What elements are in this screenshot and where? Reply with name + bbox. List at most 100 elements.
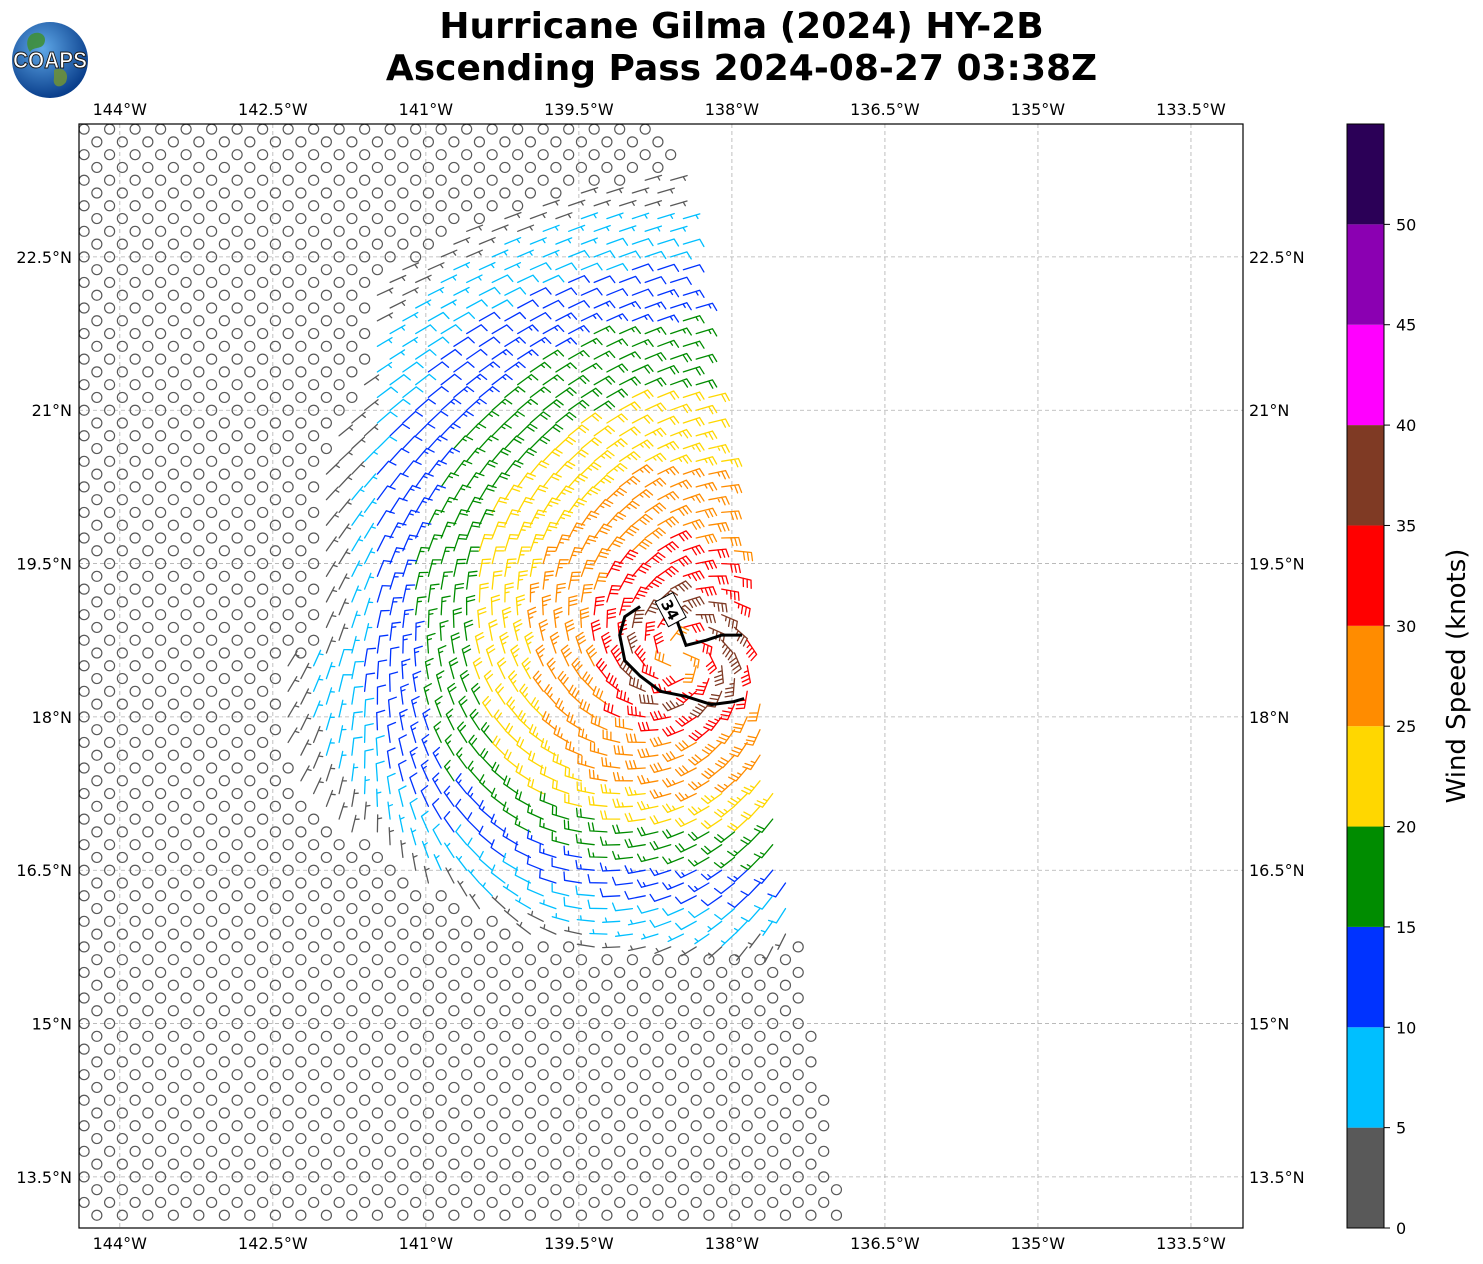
- calm-marker: [193, 519, 205, 531]
- calm-marker: [218, 672, 230, 685]
- calm-marker: [218, 979, 230, 991]
- wind-barb: [529, 386, 552, 399]
- wind-barb: [466, 472, 485, 488]
- calm-marker: [563, 1120, 575, 1132]
- calm-marker: [346, 264, 358, 276]
- wind-barb: [636, 905, 659, 914]
- calm-marker: [257, 915, 269, 927]
- calm-marker: [167, 596, 179, 608]
- wind-barb: [619, 275, 641, 284]
- calm-marker: [257, 609, 269, 621]
- calm-marker: [269, 468, 281, 480]
- calm-marker: [805, 1056, 817, 1068]
- calm-marker: [359, 915, 371, 927]
- calm-marker: [333, 149, 345, 161]
- wind-barb: [590, 714, 608, 731]
- wind-barb: [682, 544, 705, 556]
- wind-barb: [742, 754, 761, 771]
- calm-marker: [104, 813, 116, 825]
- calm-marker: [371, 1107, 383, 1119]
- wind-barb: [587, 848, 608, 859]
- calm-marker: [333, 123, 345, 135]
- calm-marker: [218, 902, 230, 915]
- calm-marker: [792, 1094, 804, 1106]
- calm-marker: [244, 1030, 256, 1042]
- wind-barb: [453, 534, 469, 552]
- wind-barb: [555, 436, 576, 450]
- calm-marker: [575, 1056, 588, 1068]
- calm-marker: [244, 264, 256, 276]
- wind-barb: [517, 224, 535, 232]
- calm-marker: [142, 1030, 154, 1042]
- calm-marker: [104, 890, 116, 902]
- wind-barb: [631, 238, 654, 247]
- wind-barb: [493, 709, 506, 731]
- wind-barb: [444, 734, 455, 756]
- calm-marker: [257, 302, 269, 314]
- calm-marker: [116, 238, 128, 250]
- calm-marker: [257, 736, 269, 749]
- calm-marker: [129, 890, 141, 902]
- wind-barb: [517, 496, 535, 514]
- wind-barb: [713, 856, 736, 869]
- wind-barb: [767, 907, 787, 924]
- wind-barb: [488, 619, 498, 641]
- calm-marker: [218, 161, 230, 174]
- calm-marker: [282, 532, 294, 544]
- calm-marker: [410, 1069, 422, 1081]
- calm-marker: [461, 966, 473, 979]
- calm-marker: [91, 928, 103, 940]
- calm-marker: [308, 327, 320, 340]
- calm-marker: [282, 634, 294, 646]
- calm-marker: [218, 1184, 230, 1196]
- calm-marker: [333, 915, 345, 927]
- wind-barb: [389, 374, 411, 386]
- calm-marker: [116, 391, 128, 404]
- calm-marker: [244, 621, 256, 634]
- calm-marker: [524, 1030, 537, 1042]
- wind-barb: [427, 386, 449, 399]
- calm-marker: [78, 941, 90, 953]
- calm-marker: [269, 340, 281, 352]
- calm-marker: [193, 315, 205, 327]
- wind-barb: [517, 324, 539, 335]
- calm-marker: [473, 928, 486, 940]
- calm-marker: [626, 136, 639, 148]
- calm-marker: [410, 1017, 422, 1030]
- wind-barb: [740, 665, 752, 687]
- calm-marker: [155, 123, 167, 135]
- wind-barb: [478, 386, 500, 399]
- calm-marker: [193, 136, 205, 148]
- wind-barb: [453, 582, 465, 603]
- calm-marker: [206, 941, 218, 953]
- calm-marker: [206, 506, 218, 519]
- calm-marker: [155, 992, 167, 1004]
- calm-marker: [78, 149, 90, 161]
- calm-marker: [231, 200, 243, 212]
- calm-marker: [499, 1081, 511, 1094]
- calm-marker: [155, 302, 167, 314]
- calm-marker: [193, 212, 205, 225]
- calm-marker: [550, 1056, 562, 1068]
- calm-marker: [78, 174, 90, 186]
- wind-barb: [616, 688, 634, 705]
- calm-marker: [257, 1069, 269, 1081]
- calm-marker: [91, 1107, 103, 1119]
- calm-marker: [244, 238, 256, 250]
- wind-barb: [670, 580, 692, 592]
- wind-barb: [440, 398, 462, 411]
- wind-barb: [338, 623, 349, 641]
- wind-barb: [287, 650, 300, 667]
- calm-marker: [257, 455, 269, 467]
- calm-marker: [308, 1196, 320, 1209]
- wind-barb: [644, 200, 663, 207]
- calm-marker: [180, 1145, 192, 1157]
- calm-marker: [167, 1056, 179, 1068]
- wind-barb: [557, 670, 570, 692]
- calm-marker: [142, 264, 154, 276]
- wind-barb: [568, 275, 590, 284]
- calm-marker: [91, 1132, 103, 1145]
- calm-marker: [601, 136, 613, 148]
- wind-barb: [708, 495, 730, 506]
- calm-marker: [665, 1094, 677, 1106]
